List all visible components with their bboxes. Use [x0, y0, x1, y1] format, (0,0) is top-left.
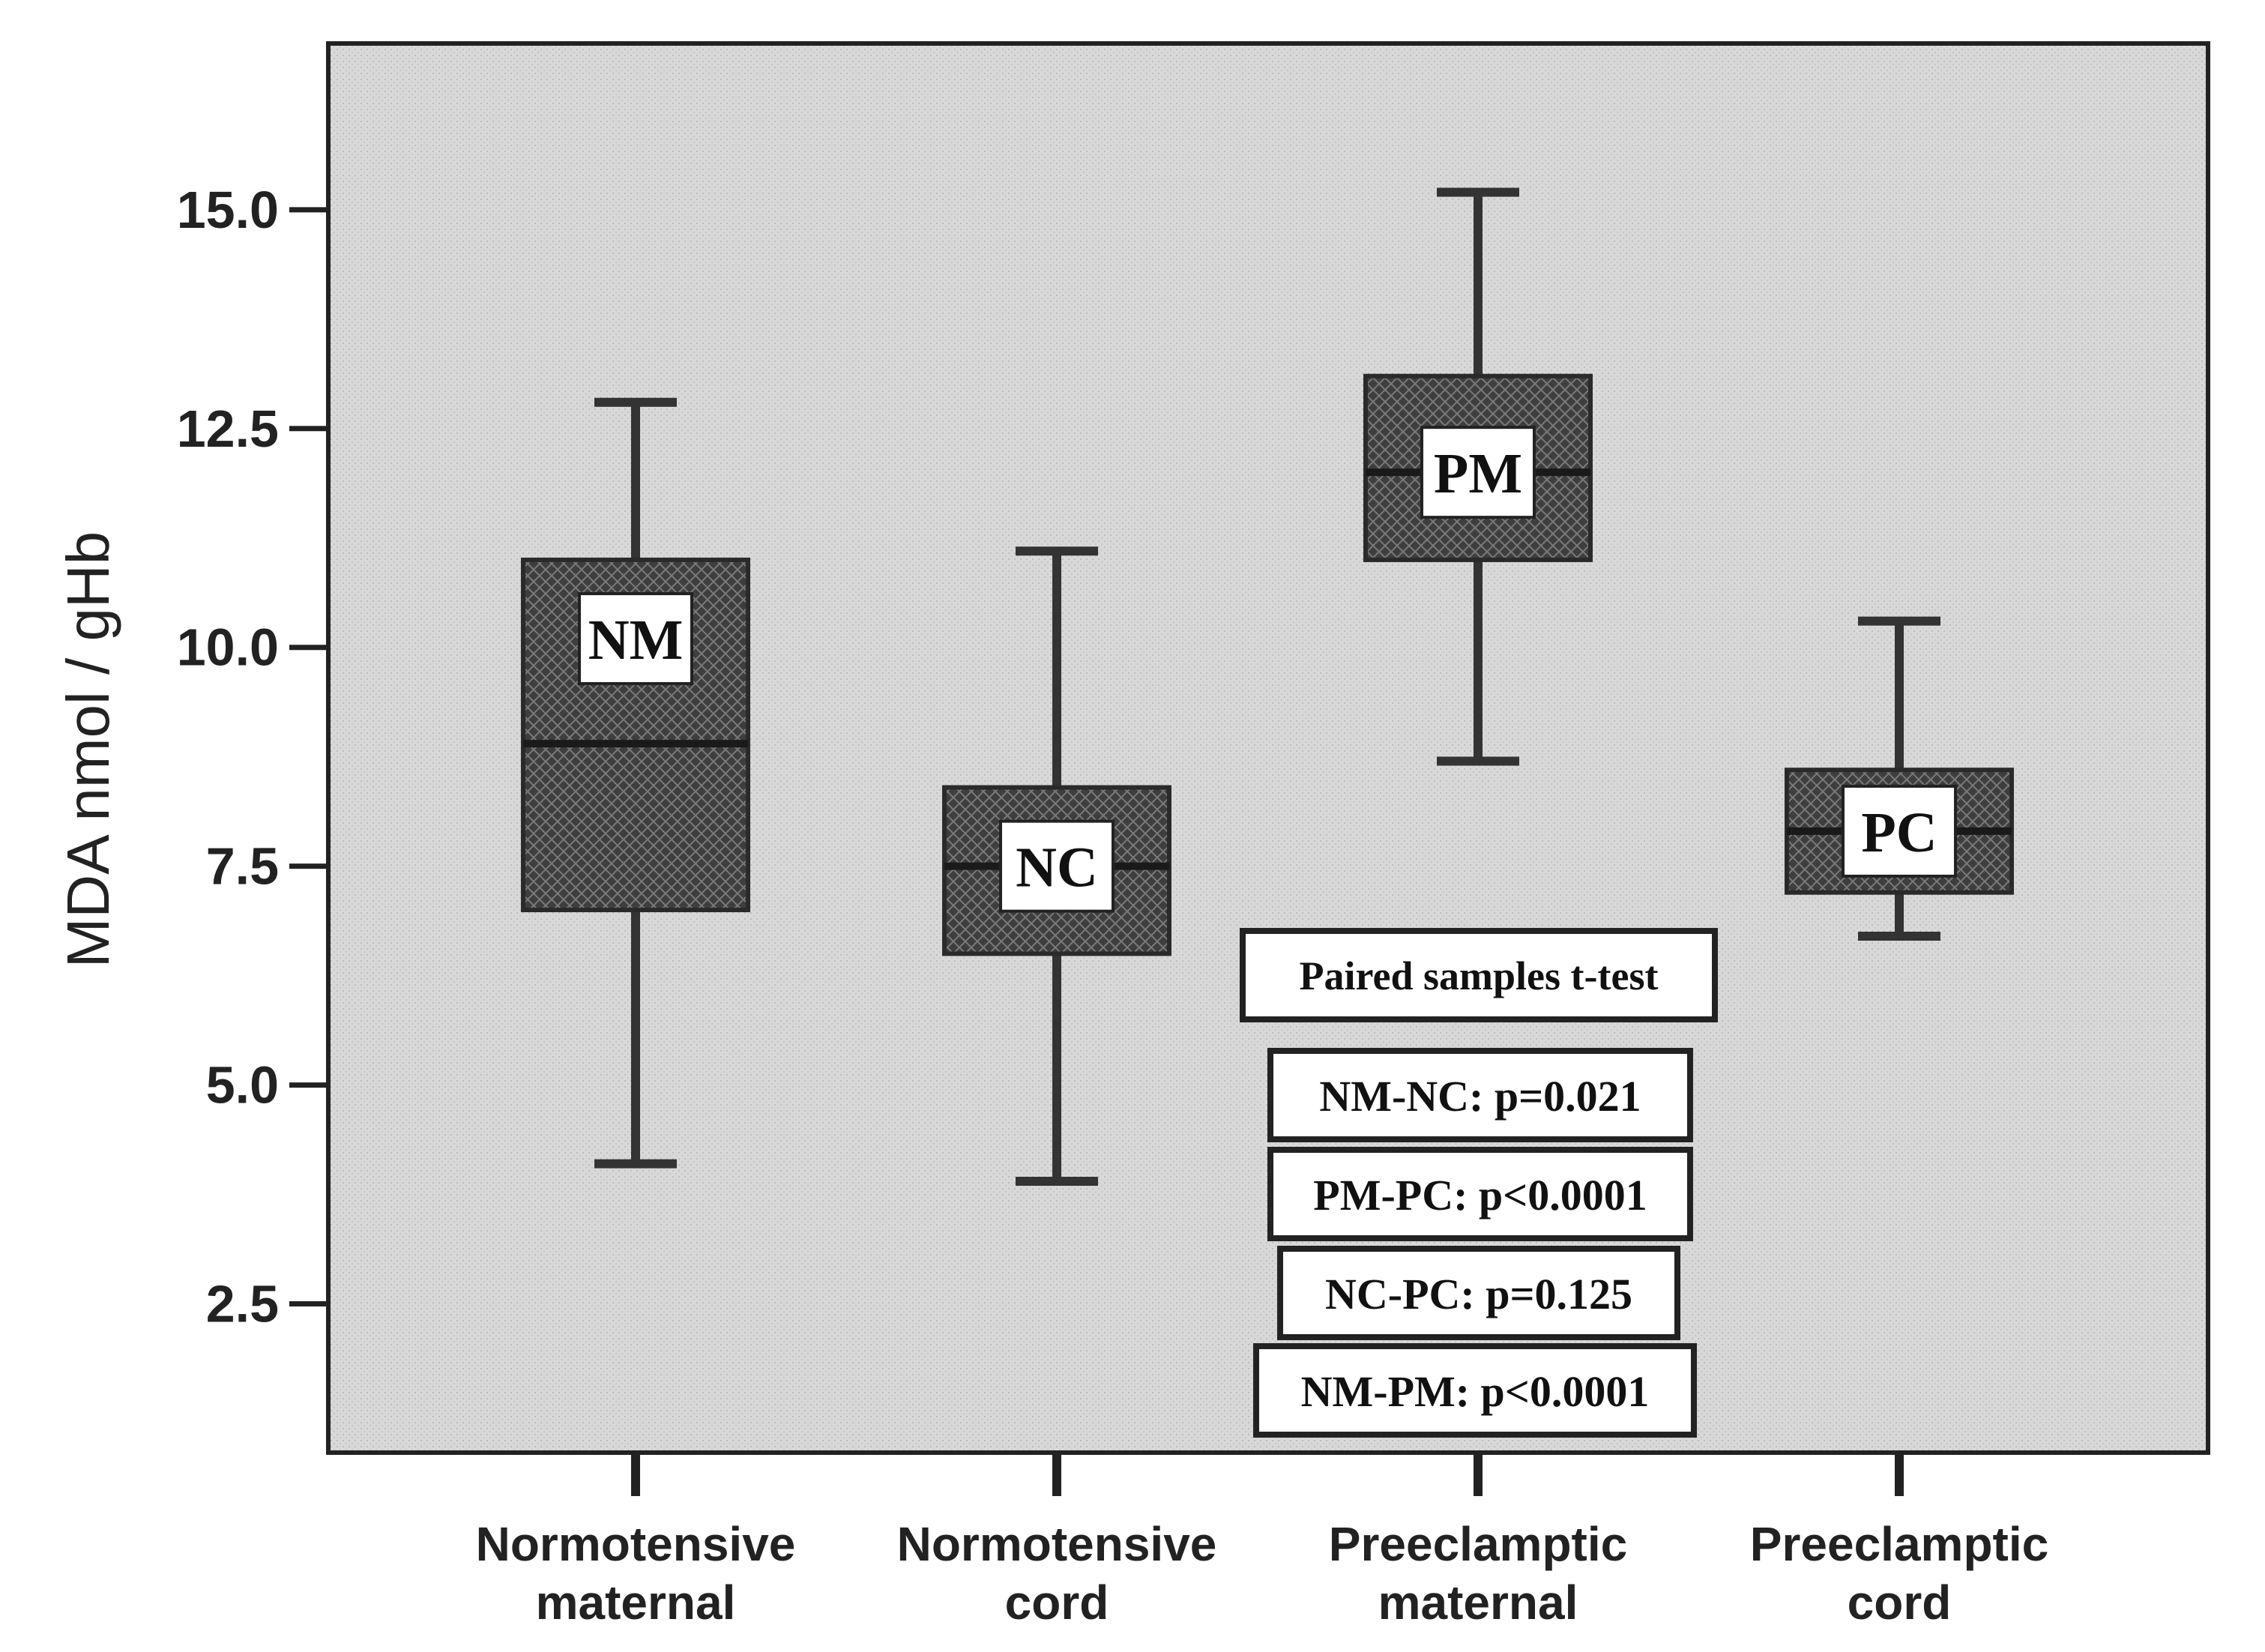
box-label-tag: [1842, 784, 1957, 878]
p-value-text: NM-PM: p<0.0001: [1301, 1367, 1650, 1416]
p-value-text: PM-PC: p<0.0001: [1313, 1171, 1647, 1220]
x-tick-label: Preeclamptic: [1750, 1517, 2048, 1571]
box-pc: PC: [1785, 616, 2014, 941]
y-tick-label: 15.0: [177, 181, 279, 239]
p-value-box: [1277, 1246, 1680, 1340]
p-value-text: NC-PC: p=0.125: [1325, 1270, 1632, 1318]
box-pm: PM: [1363, 187, 1593, 766]
p-value-text: NM-NC: p=0.021: [1319, 1072, 1641, 1121]
box-label: PC: [1861, 801, 1937, 864]
y-tick-label: 7.5: [206, 837, 279, 896]
box-series: NM NC PM PC: [521, 187, 2014, 1187]
x-tick-label: cord: [1005, 1576, 1109, 1630]
box-nc: NC: [942, 546, 1171, 1187]
y-axis-title: MDA nmol / gHb: [55, 531, 121, 968]
y-tick-label: 12.5: [177, 400, 279, 458]
y-tick-label: 5.0: [206, 1056, 279, 1115]
x-tick-label: Preeclamptic: [1329, 1517, 1627, 1571]
x-tick-label: maternal: [1378, 1576, 1578, 1630]
x-axis: NormotensivematernalNormotensivecordPree…: [476, 1453, 2048, 1630]
x-tick-label: Normotensive: [476, 1517, 796, 1571]
annotation-title-box: [1240, 928, 1718, 1022]
box-label-tag: [999, 819, 1115, 913]
box-label-tag: [578, 592, 693, 686]
x-tick-label: cord: [1848, 1576, 1952, 1630]
box-label-tag: [1420, 426, 1536, 519]
t-test-annotation: Paired samples t-test NM-NC: p=0.021 PM-PC…: [1240, 928, 1718, 1438]
y-tick-label: 10.0: [177, 618, 279, 677]
y-axis: 2.5 5.0 7.5 10.0 12.5 15.0: [177, 181, 328, 1333]
p-value-box: [1267, 1147, 1693, 1241]
x-tick-label: Normotensive: [897, 1517, 1217, 1571]
box-label: NM: [588, 609, 684, 672]
p-value-box: [1253, 1343, 1697, 1438]
annotation-title: Paired samples t-test: [1300, 953, 1659, 998]
box-label: PM: [1434, 442, 1522, 505]
box-label: NC: [1016, 836, 1098, 899]
box-nm: NM: [521, 397, 750, 1169]
p-value-box: [1267, 1048, 1693, 1142]
y-tick-label: 2.5: [206, 1274, 279, 1333]
x-tick-label: maternal: [536, 1576, 736, 1630]
